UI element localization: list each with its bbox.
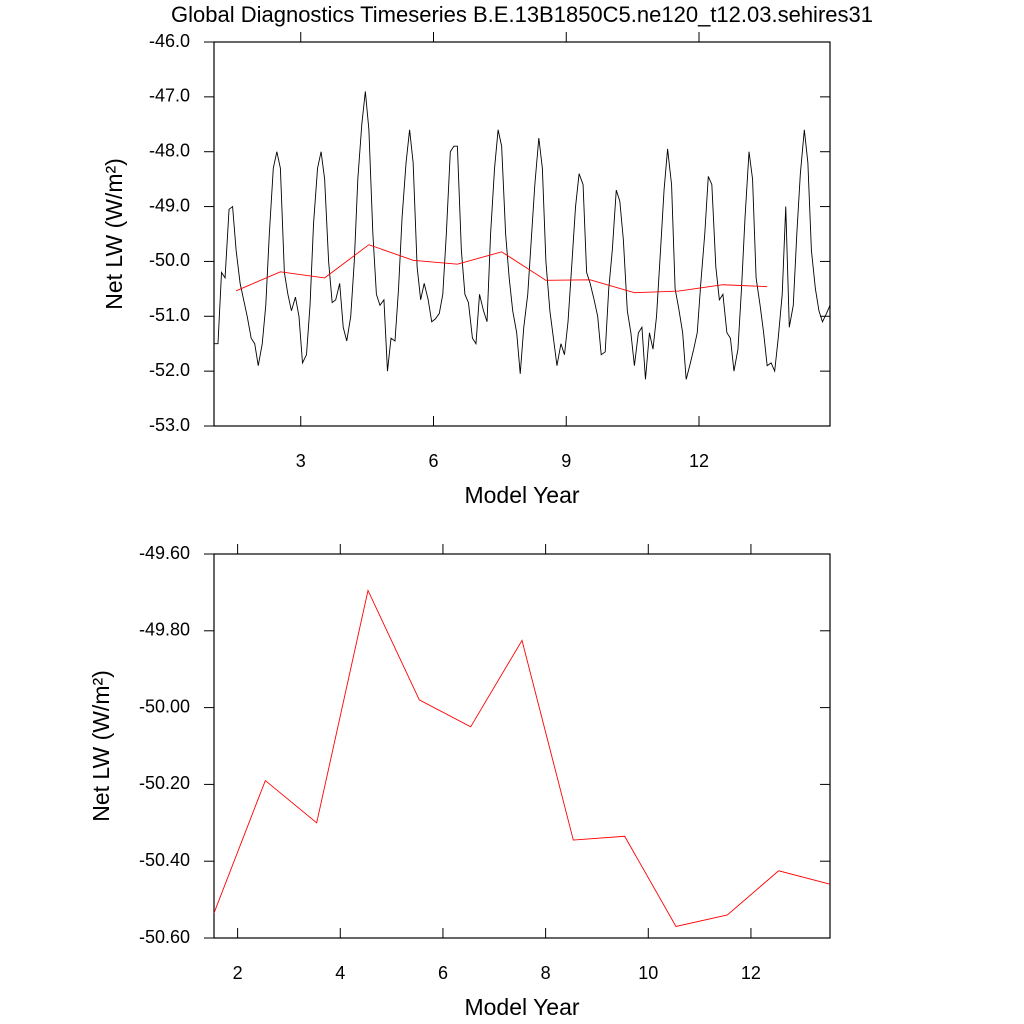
y-tick-label: -49.60 xyxy=(139,543,190,563)
x-axis-label: Model Year xyxy=(464,482,579,508)
x-tick-label: 6 xyxy=(428,451,438,471)
x-tick-label: 12 xyxy=(741,963,761,983)
y-tick-label: -50.60 xyxy=(139,927,190,947)
plot-frame xyxy=(213,553,831,939)
x-tick-label: 3 xyxy=(296,451,306,471)
x-tick-label: 6 xyxy=(438,963,448,983)
x-axis-label: Model Year xyxy=(464,994,579,1020)
x-tick-label: 12 xyxy=(689,451,709,471)
y-axis-label: Net LW (W/m²) xyxy=(88,670,114,822)
x-tick-label: 2 xyxy=(233,963,243,983)
y-tick-label: -50.40 xyxy=(139,850,190,870)
y-tick-label: -52.0 xyxy=(149,360,190,380)
y-tick-label: -50.0 xyxy=(149,250,190,270)
x-tick-label: 9 xyxy=(561,451,571,471)
plot-frame xyxy=(213,41,831,427)
y-axis-label: Net LW (W/m²) xyxy=(101,158,127,310)
y-tick-label: -50.20 xyxy=(139,773,190,793)
y-tick-label: -49.0 xyxy=(149,195,190,215)
chart-title: Global Diagnostics Timeseries B.E.13B185… xyxy=(171,2,873,27)
x-tick-label: 8 xyxy=(541,963,551,983)
y-tick-label: -46.0 xyxy=(149,31,190,51)
y-tick-label: -49.80 xyxy=(139,620,190,640)
series-line xyxy=(213,589,831,927)
y-tick-label: -53.0 xyxy=(149,415,190,435)
y-tick-label: -50.00 xyxy=(139,696,190,716)
y-tick-label: -51.0 xyxy=(149,305,190,325)
x-tick-label: 10 xyxy=(638,963,658,983)
x-tick-label: 4 xyxy=(335,963,345,983)
series-line xyxy=(235,244,768,294)
y-tick-label: -48.0 xyxy=(149,140,190,160)
series-line xyxy=(214,91,831,380)
y-tick-label: -47.0 xyxy=(149,86,190,106)
